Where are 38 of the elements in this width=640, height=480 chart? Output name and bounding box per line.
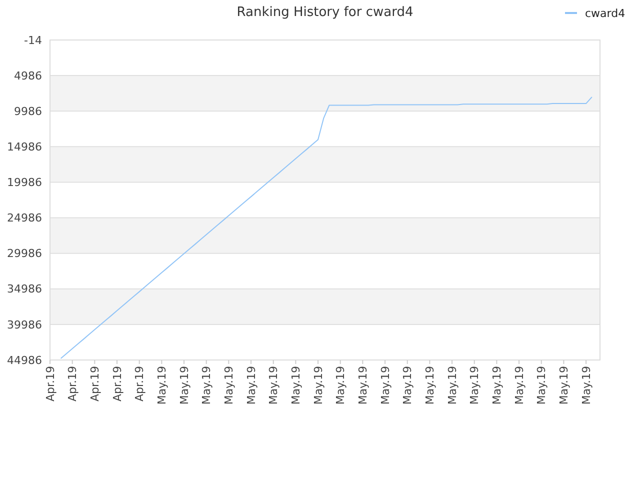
y-tick-label: 19986 [7,176,42,190]
y-tick-label: 24986 [7,212,42,225]
x-tick-label: May.19 [558,366,571,405]
x-tick-label: May.19 [535,366,548,405]
x-tick-label: May.19 [312,366,325,405]
x-tick-label: May.19 [334,366,348,405]
x-tick-label: Apr.19 [66,366,80,402]
legend-label: cward4 [585,6,626,20]
x-tick-label: Apr.19 [88,366,102,402]
x-tick-label: Apr.19 [110,366,124,402]
x-tick-label: May.19 [156,366,169,405]
x-tick-label: May.19 [290,366,303,405]
x-tick-label: May.19 [178,366,191,405]
line-series [60,96,592,359]
x-tick-label: May.19 [424,366,437,405]
x-tick-label: May.19 [356,366,370,405]
y-tick-label: 39986 [7,318,42,332]
y-tick-label: 14986 [7,140,42,154]
x-tick-label: May.19 [267,366,280,405]
x-tick-label: May.19 [446,366,459,405]
y-tick-label: 9986 [14,104,42,118]
y-tick-label: 44986 [7,354,42,367]
y-tick-label: 4986 [14,69,42,82]
x-tick-label: May.19 [580,366,593,405]
chart-title: Ranking History for cward4 [236,5,414,20]
x-tick-label: May.19 [512,366,526,405]
x-tick-label: Apr.19 [44,366,57,402]
x-tick-label: May.19 [401,366,414,405]
y-tick-label: -14 [24,34,42,47]
x-tick-label: May.19 [244,366,258,405]
x-tick-label: Apr.19 [133,366,146,402]
x-tick-label: May.19 [378,366,392,405]
x-tick-label: May.19 [200,366,214,405]
y-tick-label: 34986 [7,282,42,296]
x-tick-label: May.19 [222,366,236,405]
x-tick-label: May.19 [490,366,504,405]
x-tick-label: May.19 [468,366,482,405]
y-tick-label: 29986 [7,247,42,260]
